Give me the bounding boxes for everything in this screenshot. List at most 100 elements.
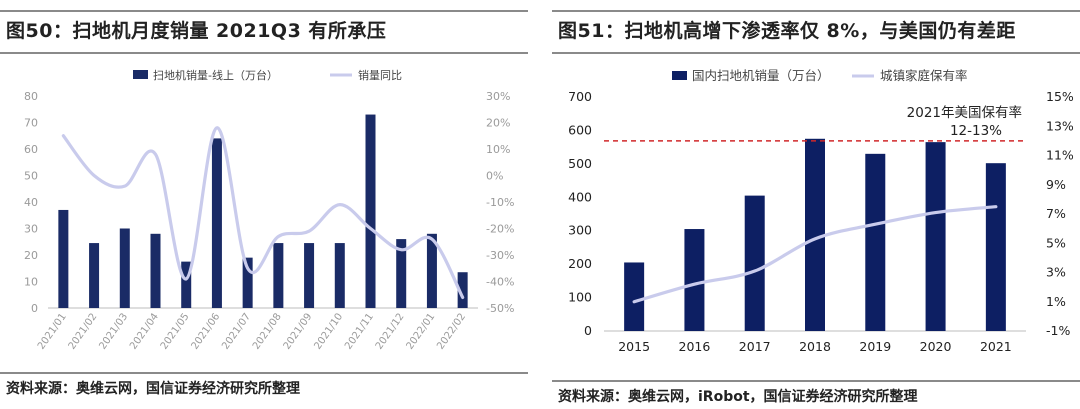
legend-bar-swatch: [133, 70, 148, 79]
left-figure-panel: 图50：扫地机月度销量 2021Q3 有所承压 扫地机销量-线上（万台） 销量同比…: [0, 0, 528, 409]
x-tick-label: 2020: [920, 339, 952, 354]
y-tick-label: 60: [24, 143, 38, 156]
bar: [89, 243, 100, 308]
y2-tick-label: 9%: [1046, 177, 1066, 192]
y2-tick-label: -1%: [1046, 323, 1070, 338]
right-bottom-rule: [552, 380, 1080, 382]
legend-bar-label: 国内扫地机销量（万台）: [692, 68, 830, 83]
y2-tick-label: 0%: [486, 170, 503, 183]
bar: [985, 163, 1006, 331]
x-tick-label: 2015: [618, 339, 650, 354]
x-tick-label: 2021: [980, 339, 1012, 354]
x-tick-label: 2016: [679, 339, 711, 354]
y2-tick-label: -50%: [486, 302, 514, 315]
bar: [242, 257, 253, 308]
x-tick-label: 2021/03: [97, 311, 130, 351]
bar: [925, 142, 946, 331]
y2-tick-label: 20%: [486, 117, 510, 130]
bar: [365, 114, 376, 308]
bar: [396, 239, 407, 308]
left-title-rule: [0, 52, 528, 54]
left-source-note: 资料来源：奥维云网，国信证券经济研究所整理: [6, 381, 300, 397]
legend-line-label: 城镇家庭保有率: [880, 68, 968, 83]
y2-tick-label: -40%: [486, 276, 514, 289]
legend-line-label: 销量同比: [358, 68, 402, 82]
x-tick-label: 2021/06: [190, 311, 223, 351]
y2-tick-label: 15%: [1046, 89, 1074, 104]
bar: [805, 138, 825, 331]
x-tick-label: 2021/12: [374, 311, 407, 351]
x-tick-label: 2021/04: [128, 311, 161, 351]
x-tick-label: 2019: [859, 339, 891, 354]
right-top-rule: [552, 10, 1080, 12]
bar: [334, 243, 345, 308]
y-tick-label: 600: [568, 122, 592, 137]
y2-tick-label: 3%: [1046, 265, 1066, 280]
right-source-note: 资料来源：奥维云网，iRobot，国信证券经济研究所整理: [558, 389, 918, 405]
x-tick-label: 2017: [739, 339, 771, 354]
left-figure-title: 图50：扫地机月度销量 2021Q3 有所承压: [6, 20, 387, 42]
legend-bar-label: 扫地机销量-线上（万台）: [153, 68, 278, 82]
bar: [150, 233, 161, 308]
legend-bar-swatch: [672, 71, 687, 80]
y-tick-label: 100: [568, 290, 592, 305]
x-tick-label: 2021/01: [36, 311, 69, 351]
y-tick-label: 70: [24, 117, 38, 130]
x-tick-label: 2022/02: [435, 311, 468, 351]
y2-tick-label: -20%: [486, 223, 514, 236]
x-tick-label: 2021/09: [282, 311, 315, 351]
x-tick-label: 2021/11: [343, 311, 376, 351]
y-tick-label: 80: [24, 90, 38, 103]
bar: [426, 233, 437, 308]
y2-tick-label: 7%: [1046, 206, 1066, 221]
y-tick-label: 50: [24, 170, 38, 183]
y2-tick-label: 11%: [1046, 148, 1074, 163]
y-tick-label: 40: [24, 196, 38, 209]
bar: [119, 228, 130, 308]
bar: [273, 243, 284, 308]
y-tick-label: 200: [568, 256, 592, 271]
x-tick-label: 2021/08: [251, 311, 284, 351]
y2-tick-label: -30%: [486, 249, 514, 262]
x-tick-label: 2018: [799, 339, 831, 354]
right-chart: 国内扫地机销量（万台） 城镇家庭保有率 0 100 200 300 400 500 600 700…: [568, 68, 1074, 354]
y-tick-label: 30: [24, 223, 38, 236]
x-tick-label: 2021/10: [312, 311, 345, 351]
y-tick-label: 700: [568, 89, 592, 104]
left-bottom-rule: [0, 372, 528, 374]
x-tick-label: 2021/07: [220, 311, 253, 351]
y2-tick-label: -10%: [486, 196, 514, 209]
left-chart: 扫地机销量-线上（万台） 销量同比 0 10 20 30 40 50 60 70 80 30% 20% 1…: [24, 68, 514, 352]
left-top-rule: [0, 10, 528, 12]
right-figure-panel: 图51：扫地机高增下渗透率仅 8%，与美国仍有差距 国内扫地机销量（万台） 城镇家…: [552, 0, 1080, 409]
y2-tick-label: 30%: [486, 90, 510, 103]
y2-tick-label: 13%: [1046, 118, 1074, 133]
bar: [181, 261, 192, 308]
y2-tick-label: 5%: [1046, 235, 1066, 250]
y-tick-label: 0: [584, 323, 592, 338]
bar: [865, 153, 886, 331]
bar: [684, 229, 705, 331]
right-title-rule: [552, 52, 1080, 54]
bar: [744, 195, 765, 331]
y-tick-label: 500: [568, 156, 592, 171]
reference-label: 2021年美国保有率: [907, 104, 1022, 121]
y2-tick-label: 1%: [1046, 294, 1066, 309]
right-figure-title: 图51：扫地机高增下渗透率仅 8%，与美国仍有差距: [558, 20, 1016, 42]
y2-tick-label: 10%: [486, 143, 510, 156]
x-tick-label: 2021/05: [159, 311, 192, 351]
bar: [624, 262, 645, 331]
y-tick-label: 10: [24, 276, 38, 289]
reference-value-label: 12-13%: [950, 123, 1002, 139]
x-tick-label: 2022/01: [405, 311, 438, 351]
y-tick-label: 0: [31, 302, 38, 315]
bar: [457, 272, 468, 308]
y-tick-label: 400: [568, 189, 592, 204]
line-series: [632, 205, 998, 304]
bar: [58, 209, 69, 308]
bar: [211, 138, 222, 308]
y-tick-label: 300: [568, 223, 592, 238]
x-tick-label: 2021/02: [67, 311, 100, 351]
line-series: [61, 126, 465, 299]
y-tick-label: 20: [24, 249, 38, 262]
